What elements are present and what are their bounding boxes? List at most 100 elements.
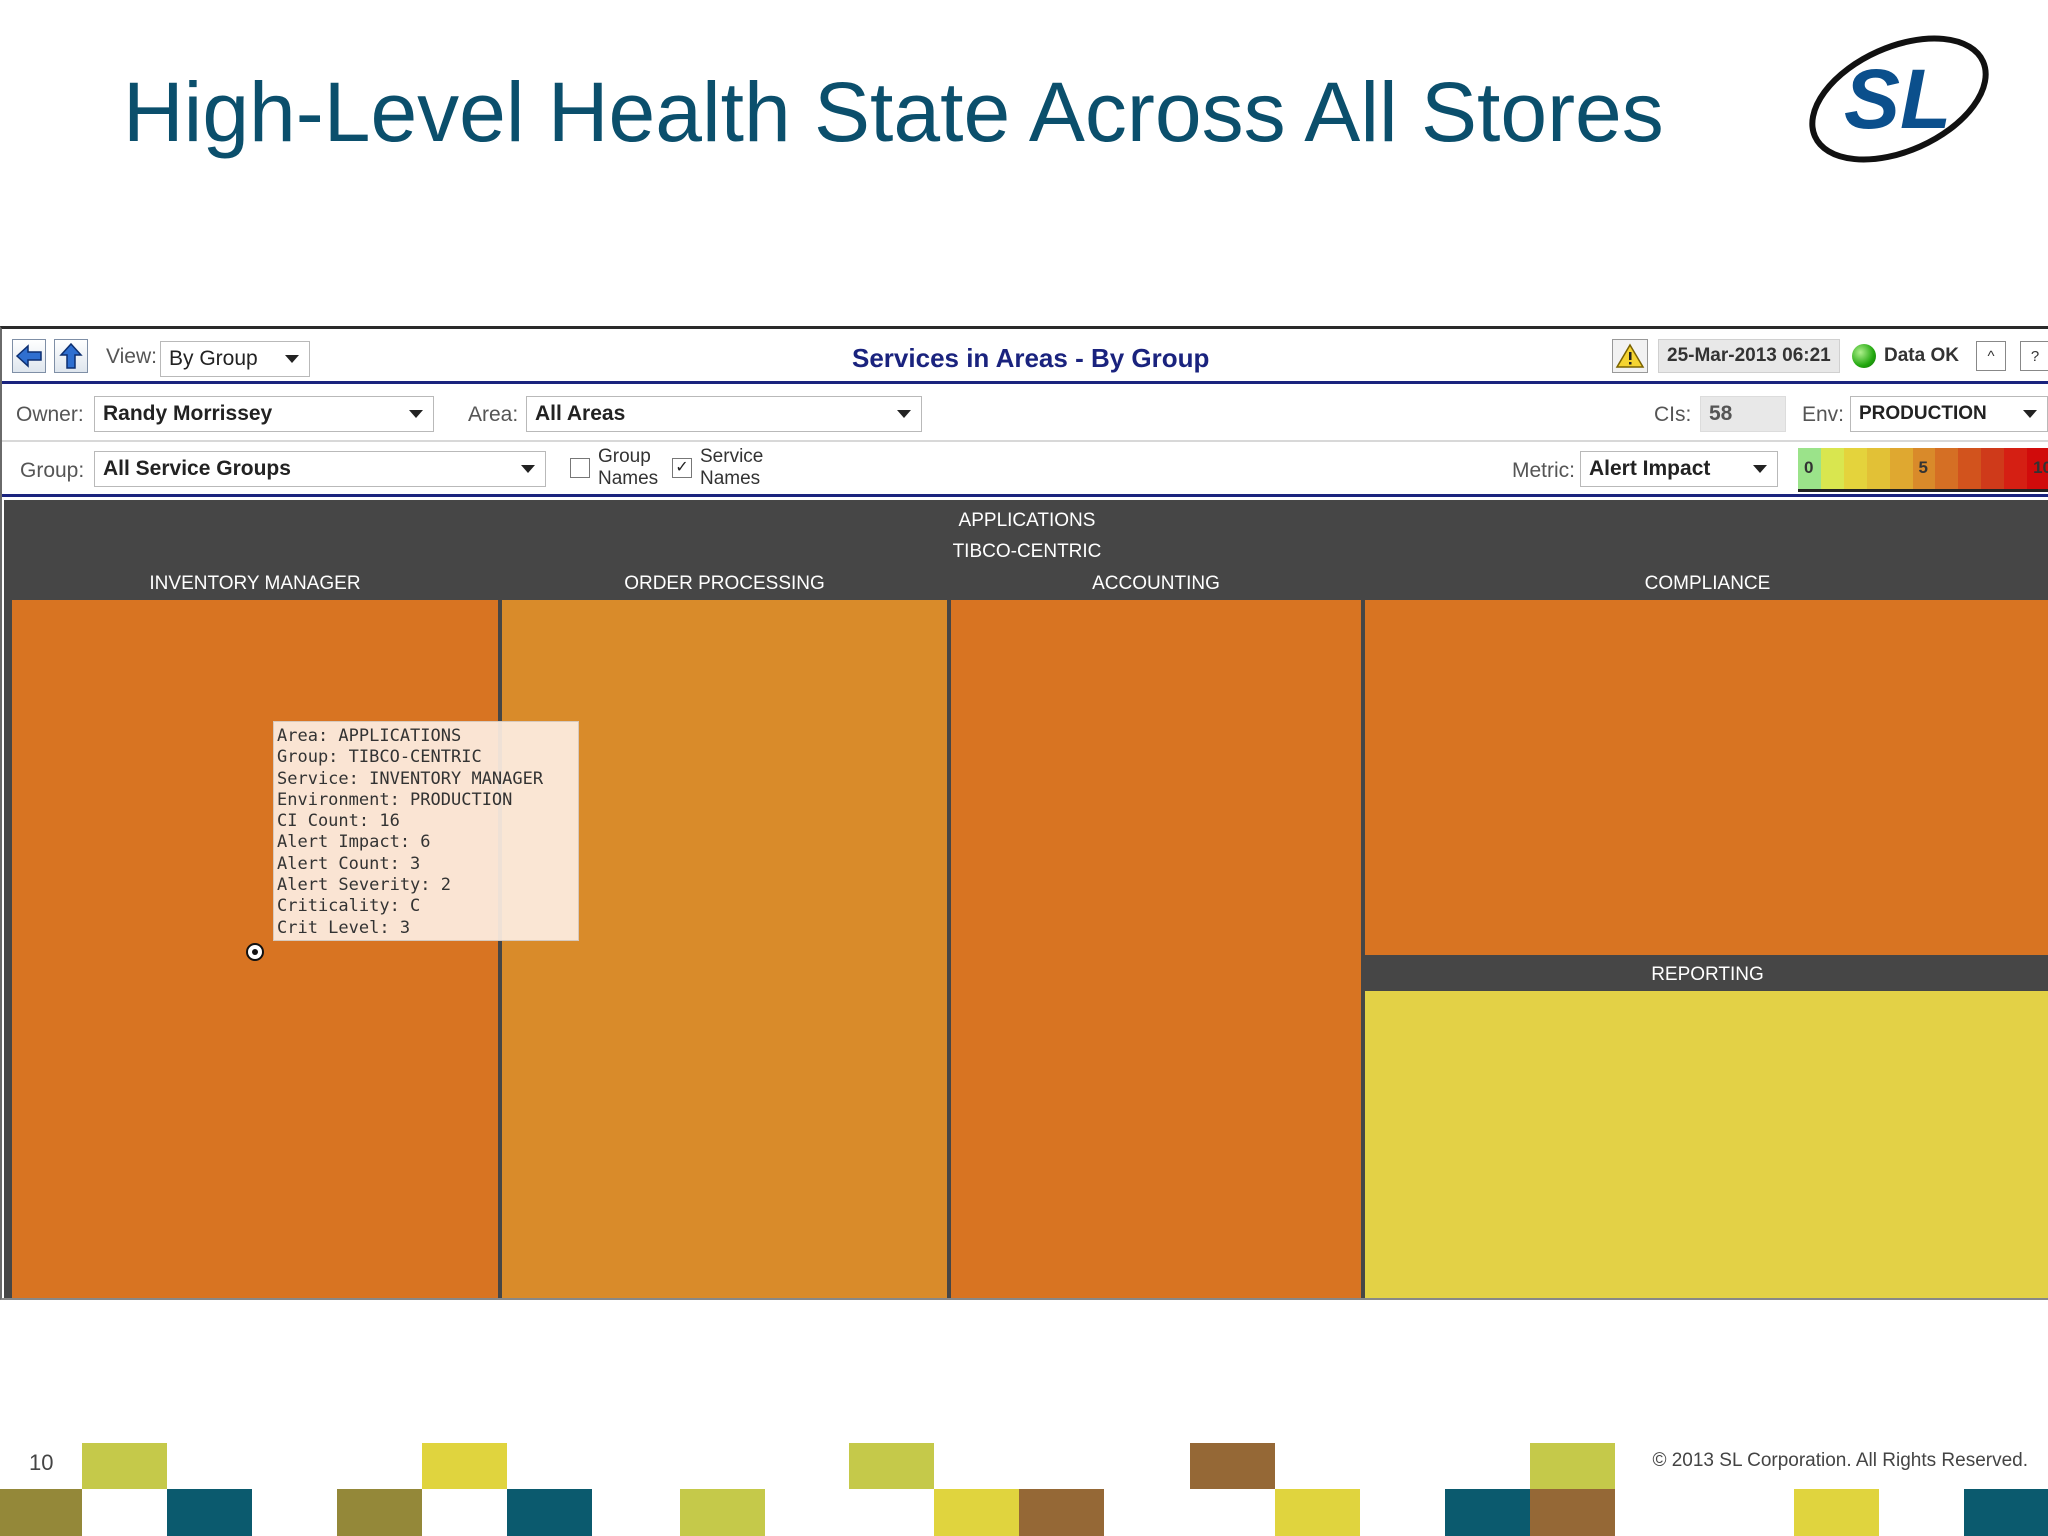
legend-swatch [1820, 448, 1844, 489]
legend-swatch [1958, 448, 1982, 489]
deco-square [1190, 1443, 1275, 1489]
chevron-down-icon [2023, 410, 2037, 418]
deco-square [1530, 1489, 1615, 1536]
service-header-order-processing: ORDER PROCESSING [624, 573, 825, 594]
view-title: Services in Areas - By Group [852, 343, 1210, 373]
service-cell-compliance[interactable] [1365, 600, 2048, 955]
service-cell-accounting[interactable] [951, 600, 1361, 1298]
group-label: Group: [20, 459, 85, 482]
service-header-accounting: ACCOUNTING [1092, 573, 1220, 594]
service-names-label-line2: Names [700, 468, 761, 489]
services-view-window: View: By Group Services in Areas - By Gr… [0, 326, 2048, 1300]
deco-square [1964, 1489, 2048, 1536]
tooltip-line: CI Count: 16 [277, 811, 400, 832]
metric-label: Metric: [1512, 459, 1575, 482]
group-names-checkbox[interactable] [570, 458, 590, 478]
service-cell-order-processing[interactable] [502, 600, 947, 1298]
metric-select[interactable]: Alert Impact [1580, 451, 1778, 487]
tooltip-line: Group: TIBCO-CENTRIC [277, 747, 482, 768]
owner-label: Owner: [16, 403, 84, 426]
area-select[interactable]: All Areas [526, 396, 922, 432]
service-cell-reporting[interactable] [1365, 991, 2048, 1298]
group-header: TIBCO-CENTRIC [952, 541, 1102, 562]
metric-color-legend: 0 5 10 [1798, 448, 2048, 492]
group-select-value: All Service Groups [103, 457, 291, 480]
help-button[interactable]: ? [2020, 341, 2048, 371]
chevron-down-icon [285, 355, 299, 363]
env-select-value: PRODUCTION [1859, 403, 1987, 424]
chevron-down-icon [1753, 465, 1767, 473]
view-select-value: By Group [169, 347, 258, 370]
metric-select-value: Alert Impact [1589, 457, 1711, 480]
service-tooltip: Area: APPLICATIONS Group: TIBCO-CENTRIC Se… [273, 721, 579, 941]
service-header-reporting: REPORTING [1651, 964, 1764, 985]
back-arrow-icon [15, 344, 42, 368]
cursor-icon [246, 943, 264, 961]
service-header-compliance: COMPLIANCE [1644, 573, 1771, 594]
slide-title: High-Level Health State Across All Store… [123, 65, 1664, 159]
deco-square [167, 1489, 252, 1536]
view-select[interactable]: By Group [160, 341, 310, 377]
deco-square [1445, 1489, 1530, 1536]
tooltip-line: Alert Severity: 2 [277, 875, 451, 896]
up-arrow-icon [59, 342, 83, 369]
copyright-notice: © 2013 SL Corporation. All Rights Reserv… [1652, 1450, 2028, 1471]
deco-square [1530, 1443, 1615, 1489]
view-label: View: [106, 345, 157, 368]
legend-swatch [1866, 448, 1890, 489]
legend-label: 5 [1918, 458, 1928, 477]
group-names-label-line1: Group [598, 446, 651, 467]
legend-swatch [2004, 448, 2028, 489]
tooltip-line: Environment: PRODUCTION [277, 789, 513, 810]
caret-up-button[interactable]: ^ [1976, 341, 2006, 371]
deco-square [1275, 1489, 1360, 1536]
group-names-label: Group Names [598, 446, 658, 490]
filter-row-group: Group: All Service Groups Group Names ✓ … [2, 442, 2048, 497]
area-label: Area: [468, 403, 519, 426]
back-button[interactable] [12, 339, 46, 373]
deco-square [422, 1443, 507, 1489]
deco-square [1794, 1489, 1879, 1536]
slide-number: 10 [29, 1450, 54, 1475]
legend-label: 0 [1804, 458, 1814, 477]
status-ok-icon [1852, 344, 1876, 368]
service-names-checkbox[interactable]: ✓ [672, 458, 692, 478]
deco-square [849, 1443, 934, 1489]
owner-select[interactable]: Randy Morrissey [94, 396, 434, 432]
env-select[interactable]: PRODUCTION [1850, 396, 2048, 432]
chevron-down-icon [897, 410, 911, 418]
area-header: APPLICATIONS [958, 510, 1096, 531]
area-select-value: All Areas [535, 402, 626, 425]
env-label: Env: [1802, 403, 1845, 426]
data-status: Data OK [1884, 345, 1959, 366]
tooltip-line: Area: APPLICATIONS [277, 726, 462, 746]
tooltip-line: Criticality: C [277, 896, 421, 917]
tooltip-line: Alert Impact: 6 [277, 832, 431, 853]
deco-square [934, 1489, 1019, 1536]
toolbar-top: View: By Group Services in Areas - By Gr… [2, 329, 2048, 384]
tooltip-line: Crit Level: 3 [277, 917, 411, 938]
deco-square [680, 1489, 765, 1536]
warning-icon [1615, 343, 1645, 368]
deco-square [1019, 1489, 1104, 1536]
legend-swatch [1843, 448, 1867, 489]
up-level-button[interactable] [54, 339, 88, 373]
alert-button[interactable] [1612, 339, 1648, 373]
owner-select-value: Randy Morrissey [103, 402, 273, 425]
service-names-label: Service Names [700, 446, 763, 490]
service-names-label-line1: Service [700, 446, 764, 467]
legend-label: 10 [2033, 458, 2048, 477]
legend-swatch [1935, 448, 1959, 489]
deco-square [82, 1443, 167, 1489]
legend-swatch [1981, 448, 2005, 489]
chevron-down-icon [521, 465, 535, 473]
legend-swatch: 5 [1912, 448, 1936, 489]
chevron-down-icon [409, 410, 423, 418]
group-select[interactable]: All Service Groups [94, 451, 546, 487]
services-treemap: APPLICATIONS TIBCO-CENTRIC INVENTORY MAN… [4, 500, 2048, 1298]
svg-text:SL: SL [1844, 52, 1951, 146]
tooltip-line: Service: INVENTORY MANAGER [277, 768, 544, 789]
timestamp: 25-Mar-2013 06:21 [1658, 339, 1840, 373]
legend-swatch [1889, 448, 1913, 489]
deco-square [0, 1489, 82, 1536]
